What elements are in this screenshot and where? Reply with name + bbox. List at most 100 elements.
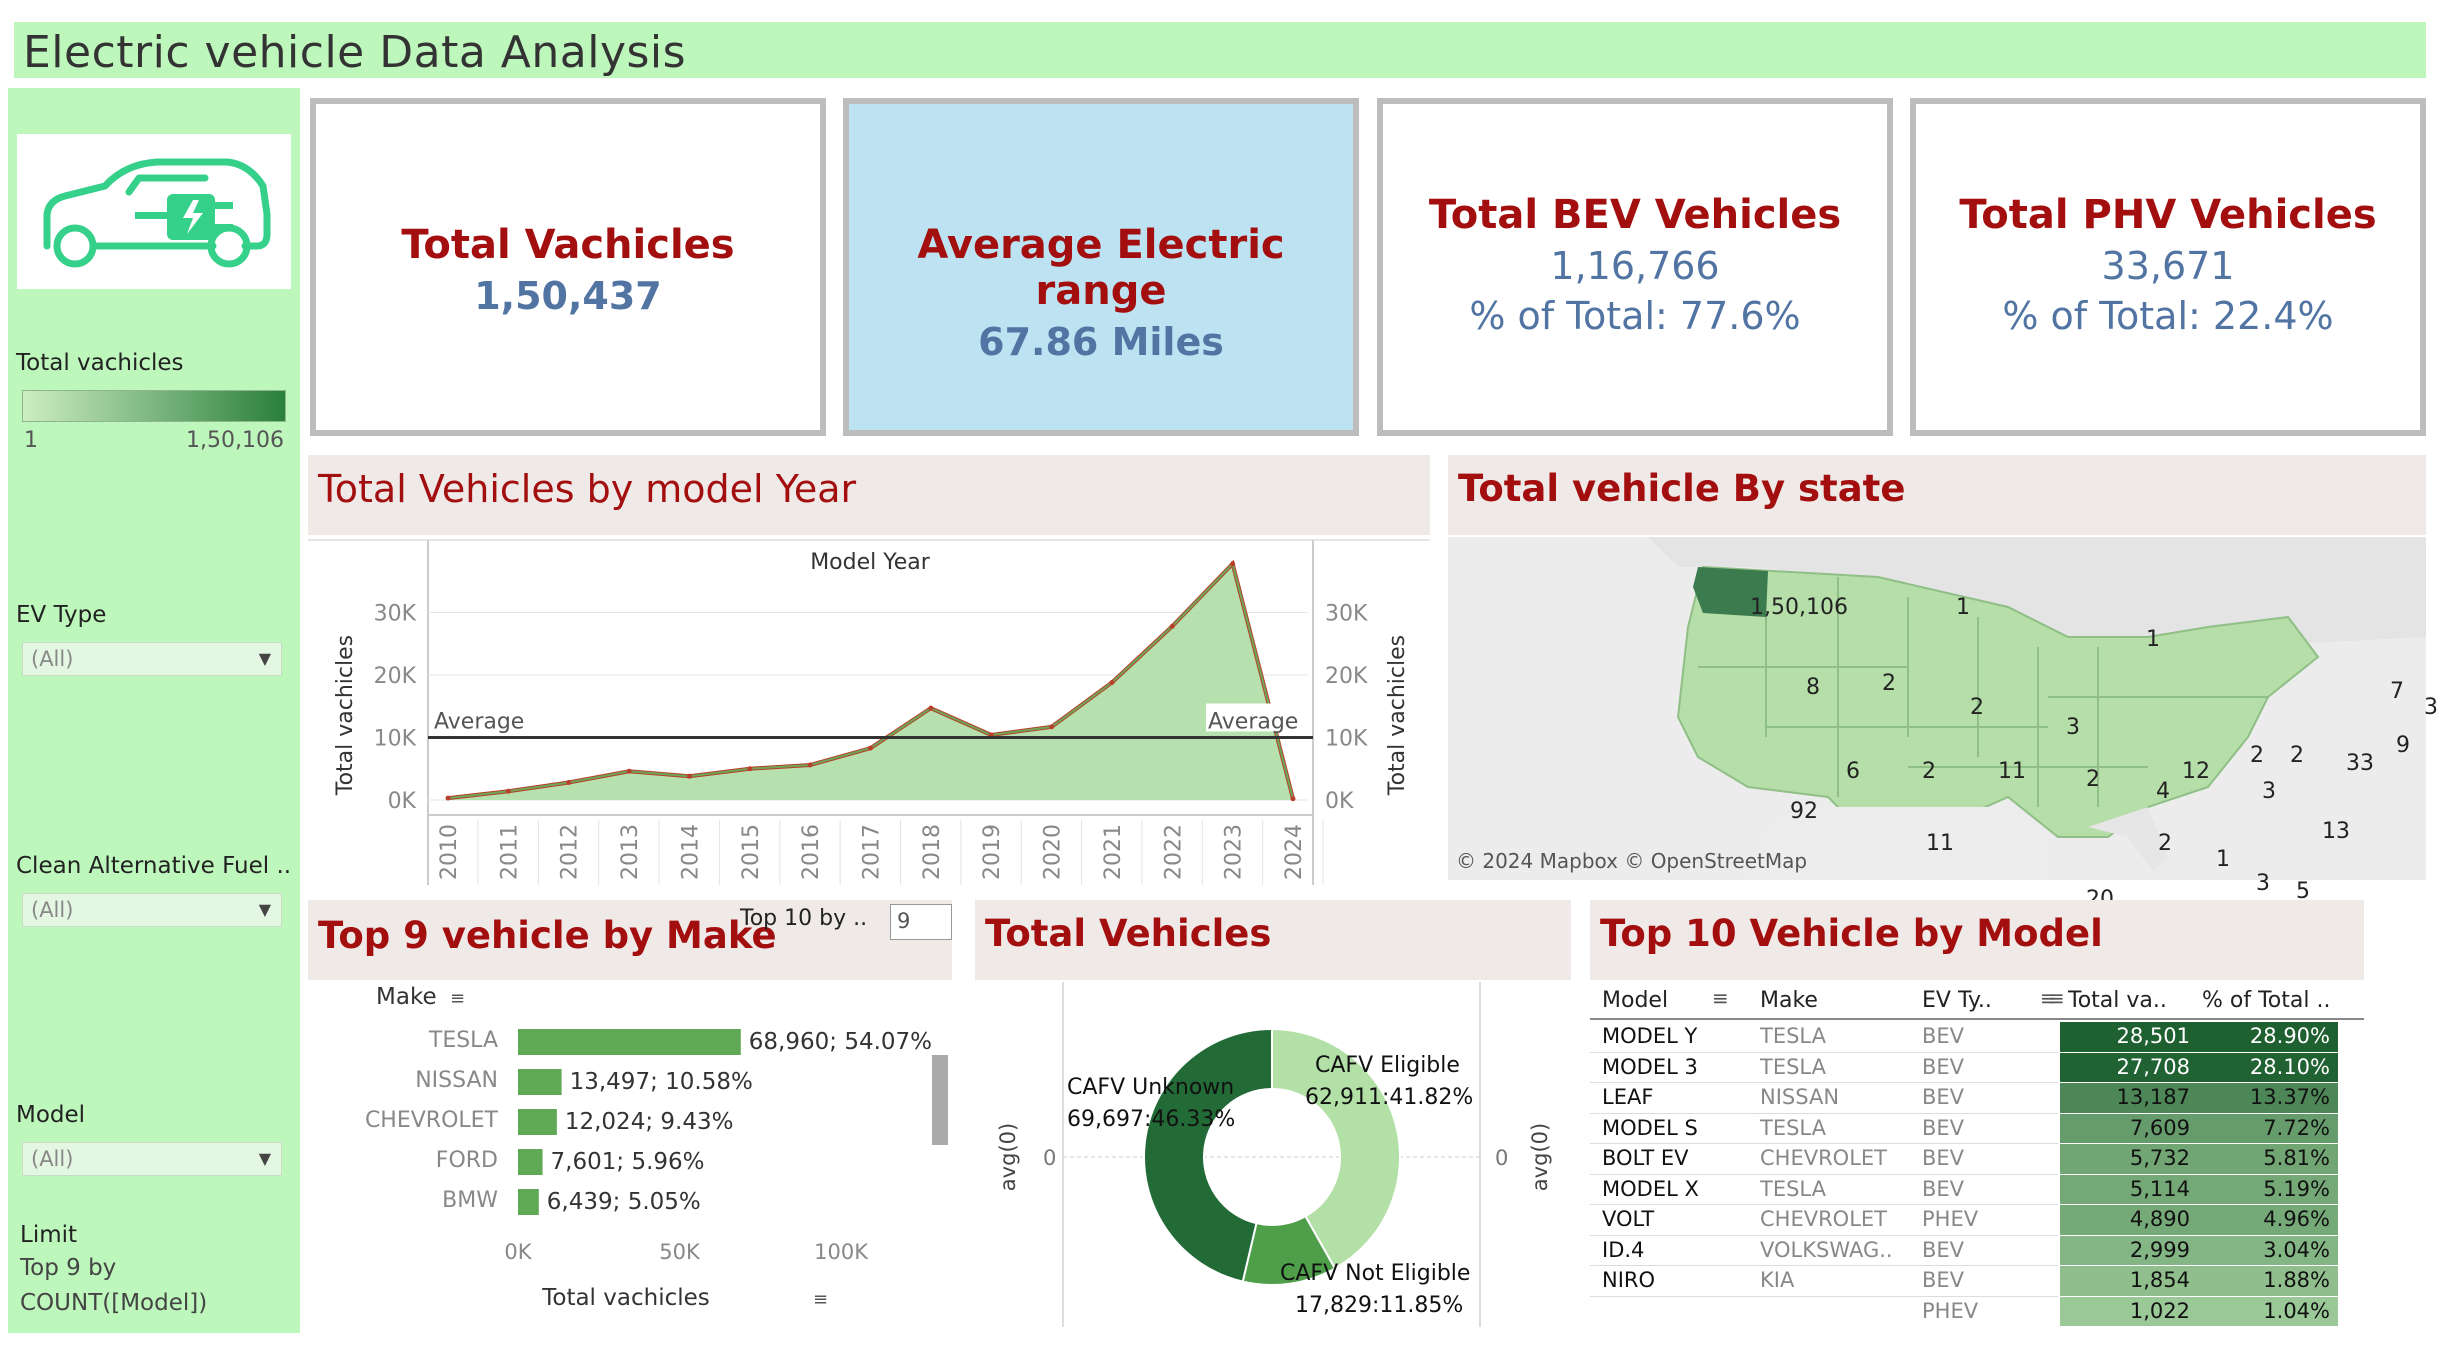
us-state-map[interactable]: 1,50,106 1 8 2 2 1 3 6 2 11 2 4 12 2 2 3 7 3 9 33 92 11 2 1 3 5 13… [1448,537,2438,924]
sort-icon[interactable]: ≡ [2040,986,2057,1010]
sort-icon[interactable]: ≡ [2048,986,2065,1010]
table-cell-evtype: BEV [1922,1268,1965,1292]
table-cell-make: TESLA [1760,1176,1826,1201]
data-point[interactable] [1290,796,1296,802]
state-count-label: 3 [2066,715,2080,740]
state-count-label: 3 [2424,695,2438,720]
make-bar-chart[interactable]: Make ≡ Total vachicles ≡ TESLA 68,960; 54… [308,980,958,1325]
heat-cell[interactable] [2060,1144,2338,1174]
kpi-total-vehicles: Total Vachicles 1,50,437 [310,98,826,436]
x-tick-label: 2011 [497,824,522,880]
sort-icon[interactable]: ≡ [1712,986,1729,1010]
data-point[interactable] [868,745,873,751]
y-tick-label: 20K [374,664,417,689]
heat-cell[interactable] [2060,1266,2338,1296]
dashboard-title-bar: Electric vehicle Data Analysis [14,22,2426,78]
state-count-label: 13 [2322,819,2350,844]
filter-ev-type-dropdown[interactable]: (All) ▼ [22,642,282,676]
state-count-label: 2 [1970,695,1984,720]
sort-icon[interactable]: ≡ [450,988,465,1009]
table-cell-model: MODEL 3 [1602,1054,1698,1079]
table-cell-percent: 4.96% [2263,1207,2330,1231]
table-cell-percent: 28.10% [2249,1054,2330,1079]
make-bar[interactable] [518,1149,543,1175]
donut-category-label: CAFV Not Eligible [1280,1261,1470,1286]
year-area-chart[interactable]: Model Year Total vachicles Total vachicl… [308,535,1430,885]
heat-cell[interactable] [2060,1052,2338,1082]
table-cell-evtype: BEV [1922,1054,1965,1079]
filter-fuel-dropdown[interactable]: (All) ▼ [22,893,282,927]
table-cell-model: NIRO [1602,1268,1656,1292]
table-header-0: Model [1602,988,1669,1013]
data-point[interactable] [686,773,692,779]
donut-value-label: 69,697:46.33% [1067,1107,1235,1132]
heat-cell[interactable] [2060,1235,2338,1265]
row-divider [1590,1143,2058,1144]
donut-slice[interactable] [1271,1027,1401,1270]
make-bar[interactable] [518,1069,562,1095]
model-table[interactable]: Model Make EV Ty.. Total va.. % of Total .. M… [1590,982,2364,1327]
filter-model-dropdown[interactable]: (All) ▼ [22,1142,282,1176]
make-bar[interactable] [518,1189,539,1215]
state-count-label: 5 [2296,879,2310,904]
heat-cell[interactable] [2060,1205,2338,1235]
data-point[interactable] [1169,623,1175,629]
make-category-label: FORD [436,1148,498,1173]
state-count-label: 9 [2396,733,2410,758]
state-count-label: 1 [2146,627,2160,652]
heat-cell[interactable] [2060,1083,2338,1113]
donut-slice[interactable] [1143,1027,1273,1283]
make-chart-header: Top 9 vehicle by Make [308,900,952,980]
heat-cell[interactable] [2060,1022,2338,1052]
limit-text-1: Top 9 by [20,1255,117,1281]
data-point[interactable] [505,788,511,794]
data-point[interactable] [1230,561,1236,567]
data-point[interactable] [566,780,572,785]
table-cell-model: BOLT EV [1602,1146,1689,1170]
data-point[interactable] [1109,680,1115,685]
x-tick-label: 2021 [1101,824,1126,880]
top-n-parameter-input[interactable]: 9 [890,904,952,940]
heat-cell[interactable] [2060,1296,2338,1326]
donut-category-label: CAFV Eligible [1315,1053,1460,1078]
row-divider [1590,1112,2058,1114]
scrollbar-thumb[interactable] [932,1055,948,1145]
y-axis-label-left: Total vachicles [333,635,358,796]
x-tick-label: 2013 [618,824,643,880]
table-cell-total: 5,732 [2129,1146,2190,1170]
data-point[interactable] [807,762,813,768]
make-bar-label: 13,497; 10.58% [570,1069,753,1095]
kpi-percent: % of Total: 77.6% [1469,294,1801,338]
sort-icon[interactable]: ≡ [813,1289,828,1310]
make-bar-label: 6,439; 5.05% [547,1189,701,1215]
color-legend-ramp [22,390,286,422]
data-point[interactable] [747,766,753,772]
table-cell-make: CHEVROLET [1760,1207,1888,1231]
heat-cell[interactable] [2060,1113,2338,1143]
x-tick-label: 2015 [739,824,764,880]
data-point[interactable] [626,768,632,774]
data-point[interactable] [1049,724,1055,730]
make-bar[interactable] [518,1029,741,1055]
x-tick-label: 2022 [1161,824,1186,880]
table-cell-percent: 1.88% [2263,1268,2330,1292]
table-cell-model: ID.4 [1602,1237,1645,1262]
chevron-down-icon: ▼ [258,900,271,919]
table-cell-percent: 13.37% [2249,1085,2330,1109]
table-cell-total: 13,187 [2116,1085,2190,1109]
y-tick-label: 0K [1325,789,1354,814]
area-fill [448,563,1293,800]
state-count-label: 11 [1926,831,1954,856]
x-tick-label: 2023 [1222,824,1247,880]
data-point[interactable] [928,705,934,711]
make-bar[interactable] [518,1109,557,1135]
data-point[interactable] [445,795,451,801]
table-header-4: % of Total .. [2202,988,2331,1013]
make-x-axis-label: Total vachicles [541,1285,710,1311]
x-tick-label: 2018 [920,824,945,880]
cafv-donut-chart[interactable]: avg(0) 0 avg(0) 0 CAFV Eligible 62,911:41… [975,982,1575,1327]
table-cell-total: 5,114 [2129,1176,2190,1201]
table-cell-total: 2,999 [2129,1237,2190,1262]
year-chart-header: Total Vehicles by model Year [308,455,1430,535]
heat-cell[interactable] [2060,1174,2338,1204]
